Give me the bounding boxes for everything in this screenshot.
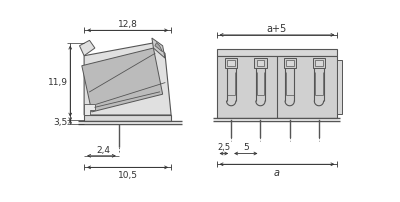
Polygon shape: [82, 49, 163, 112]
Bar: [225, 59, 237, 69]
Text: 3,5: 3,5: [54, 118, 68, 127]
Bar: [216, 57, 338, 119]
Polygon shape: [84, 43, 171, 115]
Text: 5: 5: [243, 142, 249, 152]
Text: 10,5: 10,5: [118, 170, 138, 179]
Bar: [284, 59, 296, 69]
Polygon shape: [84, 115, 171, 122]
Bar: [286, 61, 294, 66]
Text: 11,9: 11,9: [48, 77, 68, 86]
Bar: [216, 49, 338, 57]
Text: 2,4: 2,4: [96, 145, 110, 155]
Polygon shape: [80, 41, 95, 56]
Polygon shape: [84, 105, 95, 115]
Bar: [254, 59, 267, 69]
Bar: [315, 61, 323, 66]
Bar: [338, 61, 342, 115]
Bar: [313, 59, 325, 69]
Bar: [256, 61, 264, 66]
Text: a: a: [274, 167, 280, 177]
Text: 2,5: 2,5: [217, 142, 230, 152]
Text: 12,8: 12,8: [118, 20, 138, 29]
Bar: [227, 61, 235, 66]
Text: a+5: a+5: [267, 23, 287, 34]
Polygon shape: [152, 39, 165, 59]
Polygon shape: [155, 43, 163, 53]
